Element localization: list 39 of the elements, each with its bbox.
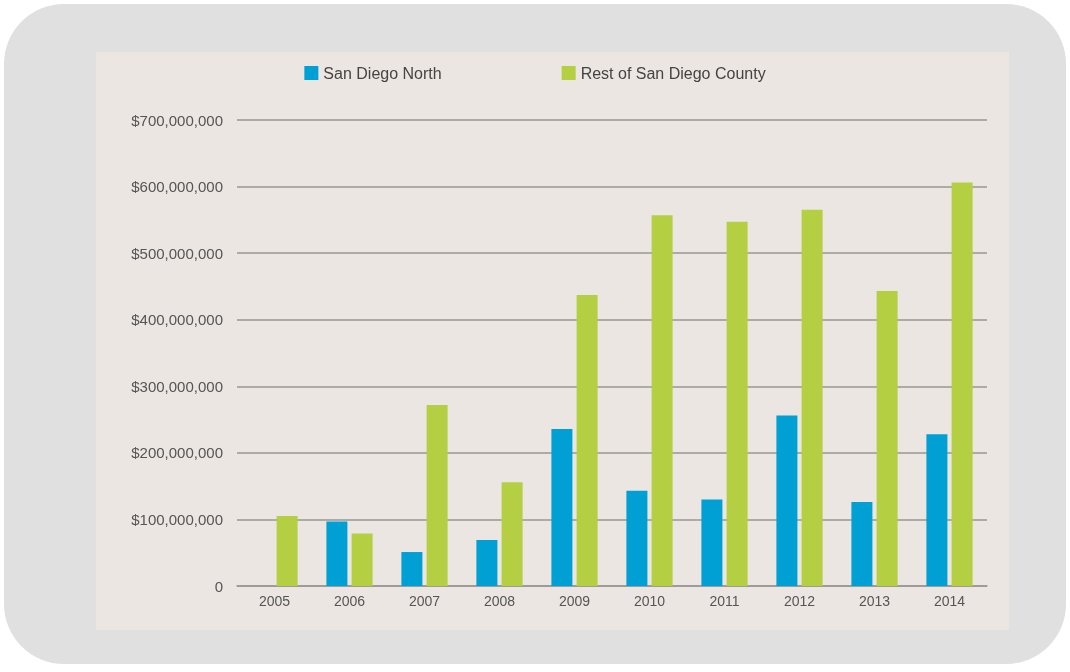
bar	[276, 516, 298, 586]
y-tick-label: $300,000,000	[131, 377, 223, 395]
x-tick-label: 2012	[783, 593, 816, 609]
x-tick-label: 2007	[408, 593, 441, 609]
y-tick-label: $400,000,000	[131, 311, 223, 329]
bar	[951, 182, 973, 586]
x-tick-label: 2008	[483, 593, 516, 609]
y-tick-label: $700,000,000	[131, 111, 223, 129]
bar	[851, 502, 873, 586]
bar	[776, 415, 798, 586]
bar	[551, 428, 573, 586]
x-tick-label: 2006	[333, 593, 366, 609]
x-tick-label: 2010	[633, 593, 666, 609]
y-tick-label: $600,000,000	[131, 178, 223, 196]
bar	[401, 552, 423, 586]
bar	[501, 482, 523, 586]
bar	[326, 521, 348, 586]
bar	[726, 221, 748, 586]
bar	[626, 490, 648, 586]
y-tick-label: $200,000,000	[131, 444, 223, 462]
bar	[476, 540, 498, 586]
bar	[351, 533, 373, 586]
legend-label: Rest of San Diego County	[580, 64, 766, 82]
y-tick-label: $500,000,000	[131, 244, 223, 262]
bar	[426, 404, 448, 586]
bar	[926, 434, 948, 586]
legend-label: San Diego North	[323, 64, 442, 82]
bar	[801, 209, 823, 586]
bar	[701, 499, 723, 586]
x-tick-label: 2005	[258, 593, 291, 609]
bar	[576, 295, 598, 586]
x-tick-label: 2014	[933, 593, 966, 609]
x-tick-label: 2013	[858, 593, 891, 609]
bar	[876, 291, 898, 586]
bar	[651, 215, 673, 586]
x-tick-label: 2011	[709, 593, 740, 609]
y-tick-label: 0	[214, 577, 223, 595]
y-tick-label: $100,000,000	[131, 510, 223, 528]
x-tick-label: 2009	[558, 593, 591, 609]
